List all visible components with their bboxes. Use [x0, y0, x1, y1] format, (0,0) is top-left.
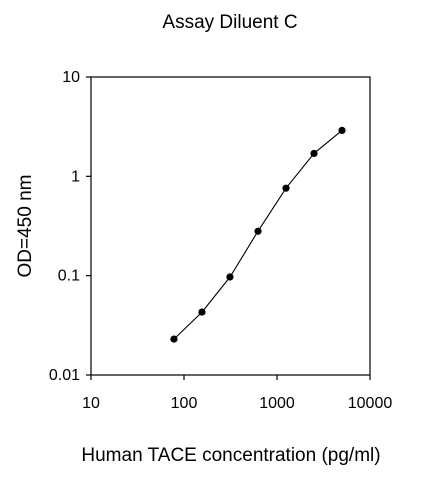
y-axis-label: OD=450 nm: [15, 175, 36, 278]
plot-frame: [90, 76, 371, 376]
data-point: [254, 227, 262, 235]
data-point: [170, 335, 178, 343]
y-tick-label: 0.01: [49, 367, 80, 384]
data-point: [198, 308, 206, 316]
series-points: [170, 126, 346, 343]
data-point: [310, 149, 318, 158]
x-tick-label: 10000: [348, 395, 393, 412]
x-ticks: 10 100 1000 10000: [82, 375, 392, 412]
x-tick-label: 10: [82, 395, 100, 412]
x-tick-label: 1000: [259, 395, 295, 412]
x-axis-label: Human TACE concentration (pg/ml): [81, 445, 380, 466]
y-tick-label: 1: [71, 168, 80, 185]
x-tick-label: 100: [171, 395, 198, 412]
y-tick-label: 0.1: [58, 268, 80, 285]
y-ticks: 0.01 0.1 1 10: [49, 69, 91, 384]
y-tick-label: 10: [62, 69, 80, 86]
data-point: [226, 273, 234, 281]
data-point: [282, 184, 290, 192]
chart-title: Assay Diluent C: [162, 12, 297, 33]
data-point: [338, 126, 346, 135]
